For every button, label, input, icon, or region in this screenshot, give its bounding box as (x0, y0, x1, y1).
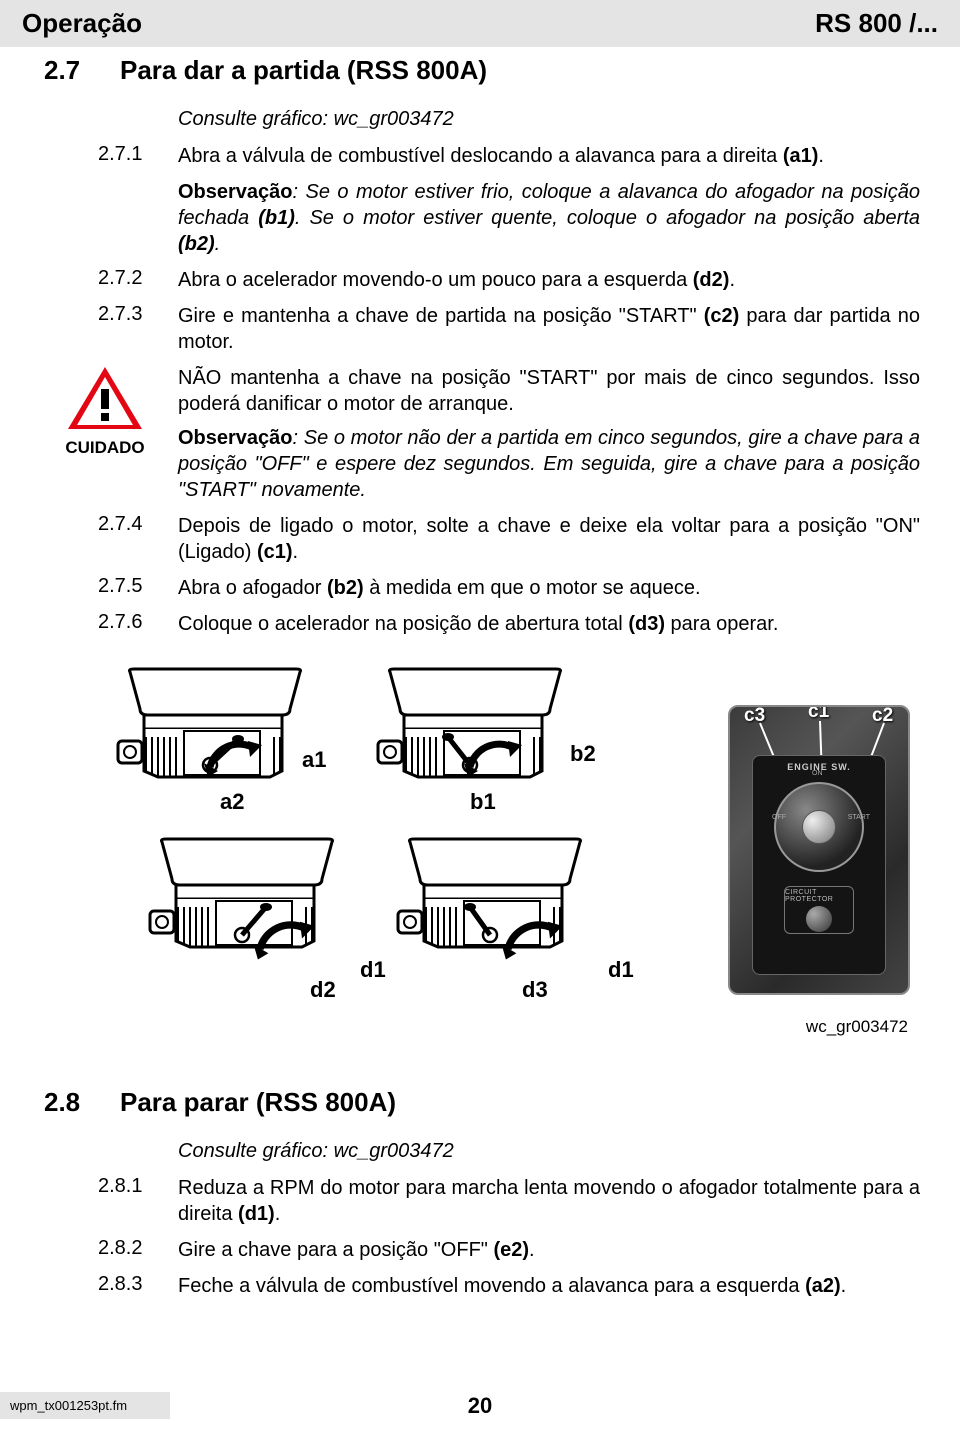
step-number: 2.8.3 (98, 1273, 178, 1299)
step-2-7-5: 2.7.5 Abra o afogador (b2) à medida em q… (178, 575, 920, 601)
header-model: RS 800 /... (815, 8, 938, 39)
section-title: Para dar a partida (RSS 800A) (120, 55, 487, 86)
graphic-reference: Consulte gráfico: wc_gr003472 (178, 1140, 920, 1163)
engine-switch-panel: c3 c1 c2 ENGINE SW. OFF ON START CIRCUIT… (728, 705, 910, 995)
engine-diagram-d-left (142, 837, 352, 977)
step-text: Abra o acelerador movendo-o um pouco par… (178, 267, 920, 293)
protector-button (806, 906, 832, 932)
step-2-7-4: 2.7.4 Depois de ligado o motor, solte a … (178, 513, 920, 565)
section-title: Para parar (RSS 800A) (120, 1087, 396, 1118)
section-2-8-heading: 2.8 Para parar (RSS 800A) (30, 1087, 930, 1118)
step-number: 2.7.2 (98, 267, 178, 293)
step-2-7-6: 2.7.6 Coloque o acelerador na posição de… (178, 611, 920, 637)
caution-icon-wrap: CUIDADO (50, 365, 160, 458)
label-d2: d2 (310, 977, 336, 1003)
label-d1-right: d1 (608, 957, 634, 983)
note-1: Observação: Se o motor estiver frio, col… (178, 179, 920, 257)
caution-text: NÃO mantenha a chave na posição "START" … (178, 365, 920, 417)
step-number: 2.8.1 (98, 1175, 178, 1227)
engine-diagram-a (110, 667, 320, 807)
label-c3: c3 (744, 705, 765, 727)
step-number: 2.7.1 (98, 143, 178, 169)
step-text: Coloque o acelerador na posição de abert… (178, 611, 920, 637)
engine-diagram-d-right (390, 837, 600, 977)
section-2-7-body: Consulte gráfico: wc_gr003472 2.7.1 Abra… (178, 108, 920, 637)
step-text: Gire e mantenha a chave de partida na po… (178, 303, 920, 355)
label-c1: c1 (808, 705, 829, 723)
step-2-7-2: 2.7.2 Abra o acelerador movendo-o um pou… (178, 267, 920, 293)
step-text: Abra o afogador (b2) à medida em que o m… (178, 575, 920, 601)
footer-page-number: 20 (468, 1393, 492, 1419)
page-header: Operação RS 800 /... (0, 0, 960, 47)
engine-diagram-b (370, 667, 580, 807)
step-number: 2.7.5 (98, 575, 178, 601)
section-number: 2.8 (30, 1087, 120, 1118)
figure-reference-id: wc_gr003472 (806, 1017, 908, 1037)
step-text: Feche a válvula de combustível movendo a… (178, 1273, 920, 1299)
key-switch (774, 782, 864, 872)
label-b1: b1 (470, 789, 496, 815)
label-a1: a1 (302, 747, 326, 773)
page-footer: wpm_tx001253pt.fm 20 (0, 1392, 960, 1419)
caution-block: CUIDADO NÃO mantenha a chave na posição … (178, 365, 920, 503)
label-c2: c2 (872, 705, 893, 727)
note-label: Observação (178, 181, 293, 203)
step-2-7-3: 2.7.3 Gire e mantenha a chave de partida… (178, 303, 920, 355)
step-number: 2.7.3 (98, 303, 178, 355)
label-b2: b2 (570, 741, 596, 767)
section-2-8-body: Consulte gráfico: wc_gr003472 2.8.1 Redu… (178, 1140, 920, 1299)
step-text: Gire a chave para a posição "OFF" (e2). (178, 1237, 920, 1263)
step-text: Abra a válvula de combustível deslocando… (178, 143, 920, 169)
label-d3: d3 (522, 977, 548, 1003)
warning-triangle-icon (66, 365, 144, 431)
section-2-7-heading: 2.7 Para dar a partida (RSS 800A) (30, 55, 930, 86)
figure-wc-gr003472: a1 a2 b2 b1 (70, 667, 920, 1037)
header-section-name: Operação (22, 8, 142, 39)
note-2: Observação: Se o motor não der a partida… (178, 425, 920, 503)
page-content: 2.7 Para dar a partida (RSS 800A) Consul… (0, 55, 960, 1299)
step-2-8-3: 2.8.3 Feche a válvula de combustível mov… (178, 1273, 920, 1299)
manual-page: Operação RS 800 /... 2.7 Para dar a part… (0, 0, 960, 1429)
label-a2: a2 (220, 789, 244, 815)
section-number: 2.7 (30, 55, 120, 86)
label-d1-left: d1 (360, 957, 386, 983)
step-2-7-1: 2.7.1 Abra a válvula de combustível desl… (178, 143, 920, 169)
step-2-8-1: 2.8.1 Reduza a RPM do motor para marcha … (178, 1175, 920, 1227)
panel-inner: ENGINE SW. OFF ON START CIRCUIT PROTECTO… (752, 755, 886, 975)
footer-filename: wpm_tx001253pt.fm (0, 1392, 170, 1419)
step-number: 2.7.4 (98, 513, 178, 565)
step-number: 2.7.6 (98, 611, 178, 637)
note-label: Observação (178, 427, 293, 449)
graphic-reference: Consulte gráfico: wc_gr003472 (178, 108, 920, 131)
step-text: Reduza a RPM do motor para marcha lenta … (178, 1175, 920, 1227)
step-2-8-2: 2.8.2 Gire a chave para a posição "OFF" … (178, 1237, 920, 1263)
step-number: 2.8.2 (98, 1237, 178, 1263)
step-text: Depois de ligado o motor, solte a chave … (178, 513, 920, 565)
caution-label: CUIDADO (50, 438, 160, 458)
circuit-protector: CIRCUIT PROTECTOR (784, 886, 854, 934)
